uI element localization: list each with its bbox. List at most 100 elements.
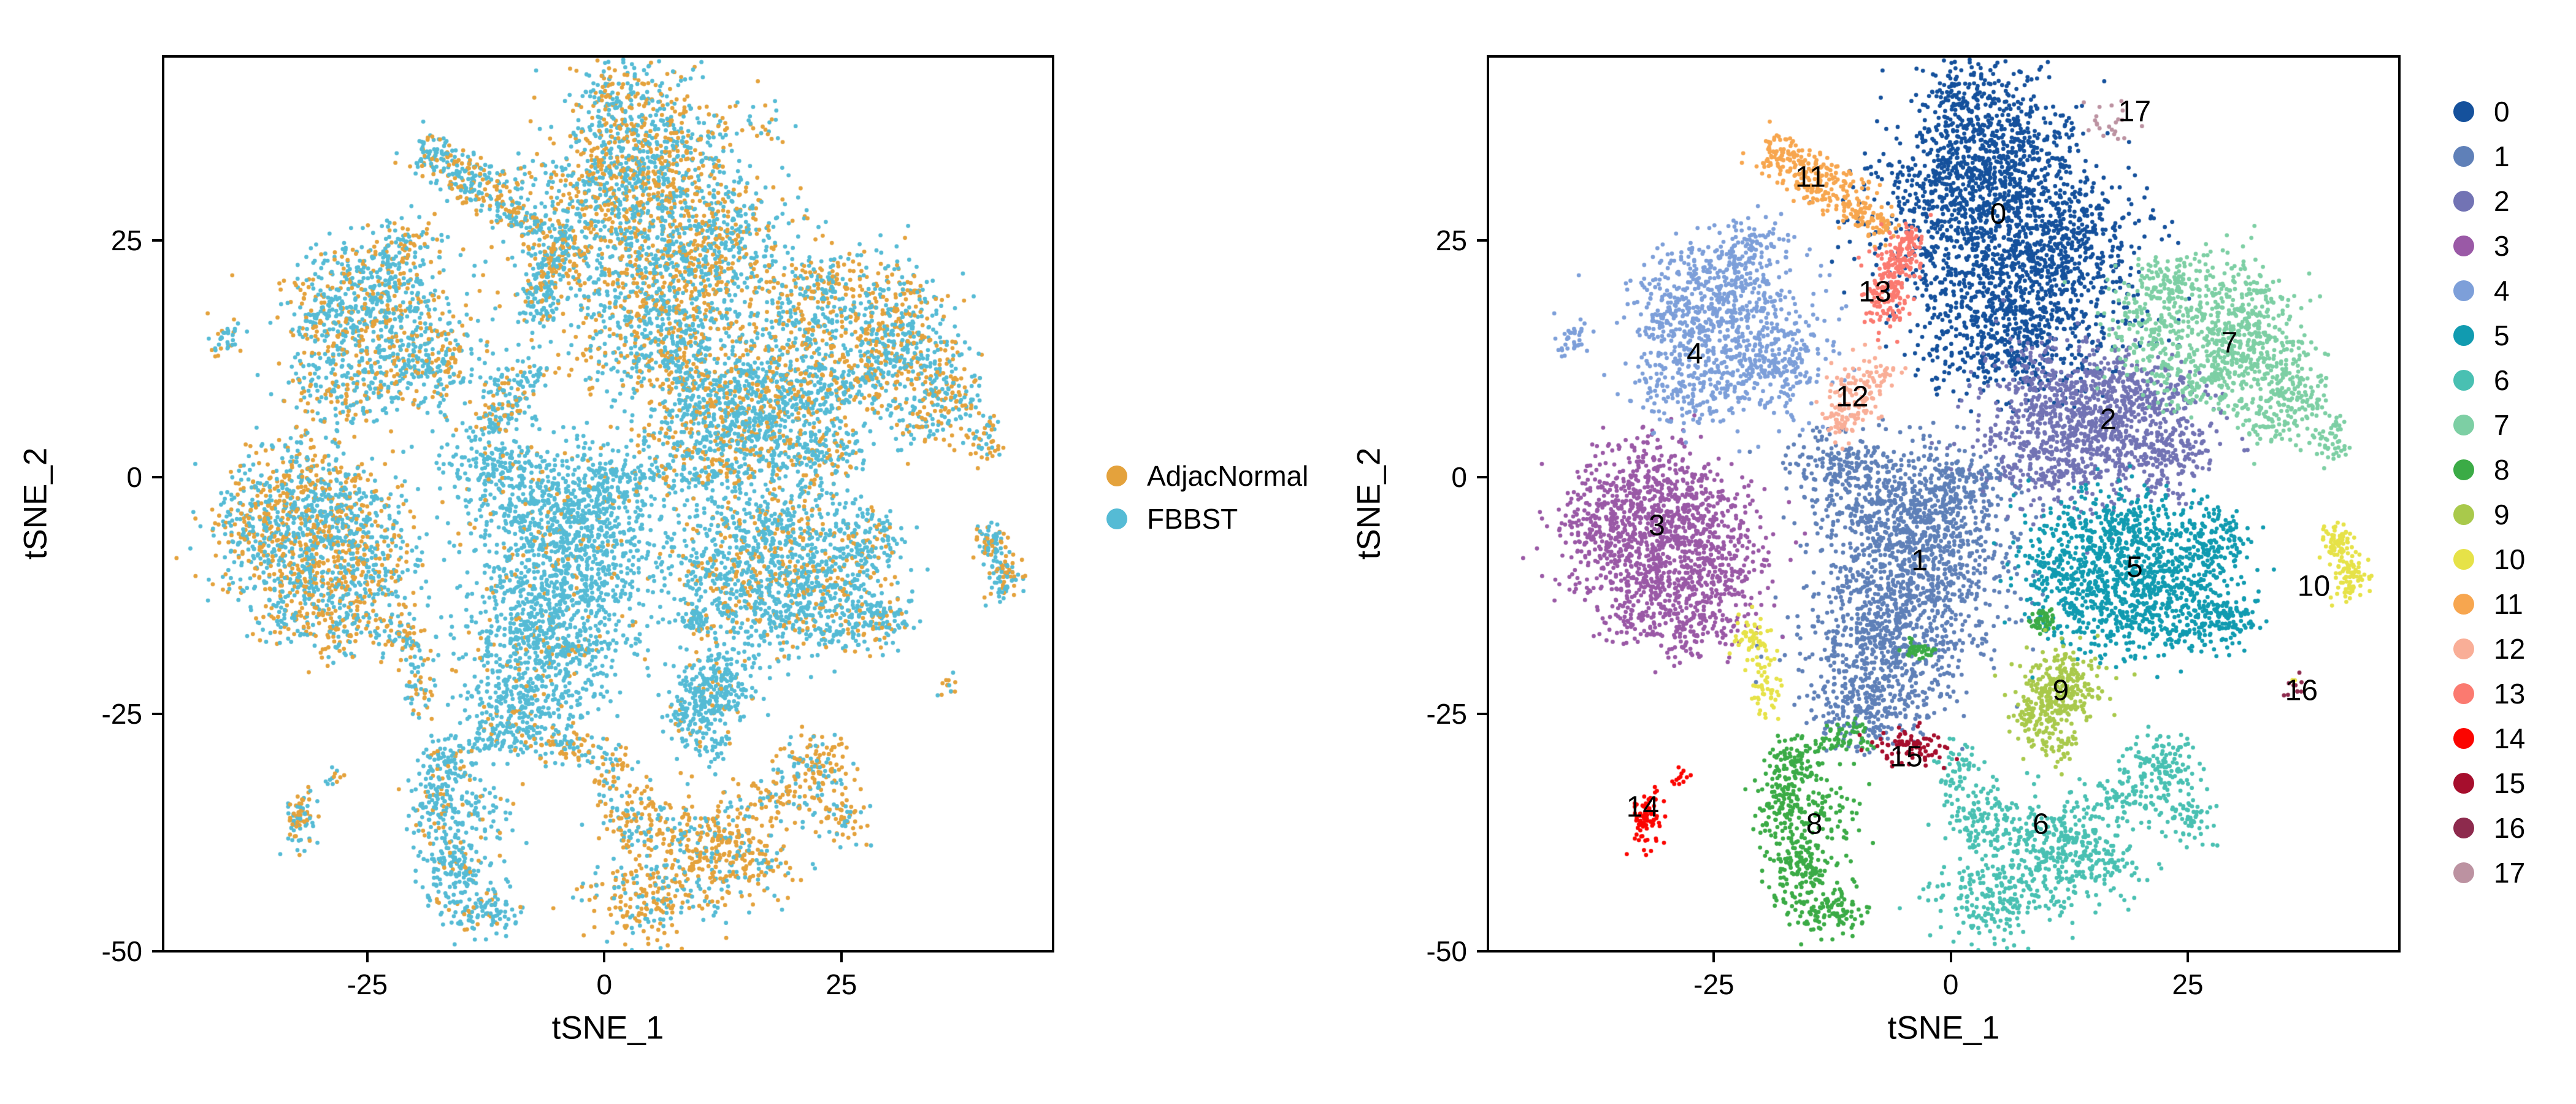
y-axis-title-sample-panel: tSNE_2 bbox=[17, 447, 54, 560]
y-axis-tick-label: -25 bbox=[1426, 698, 1467, 730]
cluster-legend-item-17: 17 bbox=[2453, 856, 2525, 889]
x-axis-tick bbox=[2186, 950, 2189, 962]
cluster-legend-item-1: 1 bbox=[2453, 140, 2510, 173]
legend-label: 3 bbox=[2494, 230, 2510, 262]
legend-label: 0 bbox=[2494, 96, 2510, 128]
y-axis-tick bbox=[1477, 949, 1489, 953]
legend-dot-icon bbox=[2453, 191, 2474, 212]
x-axis-tick bbox=[1712, 950, 1715, 962]
y-axis-tick-label: -25 bbox=[101, 698, 142, 730]
cluster-legend-item-7: 7 bbox=[2453, 408, 2510, 442]
cluster-label-17: 17 bbox=[2118, 95, 2152, 128]
legend-label: FBBST bbox=[1147, 503, 1238, 535]
legend-label: 13 bbox=[2494, 678, 2526, 710]
x-axis-tick bbox=[603, 950, 606, 962]
cluster-legend-item-12: 12 bbox=[2453, 632, 2525, 665]
legend-dot-icon bbox=[2453, 773, 2474, 794]
tsne-by-sample-canvas bbox=[164, 58, 1052, 950]
sample-legend-item-FBBST: FBBST bbox=[1106, 502, 1238, 535]
cluster-label-6: 6 bbox=[2033, 808, 2049, 841]
cluster-legend-item-14: 14 bbox=[2453, 722, 2525, 755]
legend-dot-icon bbox=[2453, 236, 2474, 256]
legend-label: 5 bbox=[2494, 320, 2510, 351]
cluster-label-5: 5 bbox=[2126, 551, 2143, 584]
cluster-legend-item-3: 3 bbox=[2453, 229, 2510, 263]
legend-label: 15 bbox=[2494, 767, 2526, 799]
y-axis-tick bbox=[1477, 713, 1489, 716]
x-axis-tick-label: -25 bbox=[1693, 968, 1735, 1000]
legend-dot-icon bbox=[2453, 862, 2474, 883]
legend-dot-icon bbox=[1106, 466, 1127, 486]
x-axis-tick-label: -25 bbox=[347, 968, 388, 1000]
cluster-legend-item-11: 11 bbox=[2453, 588, 2523, 621]
cluster-label-3: 3 bbox=[1649, 509, 1665, 542]
legend-label: 11 bbox=[2494, 588, 2523, 620]
y-axis-tick-label: -50 bbox=[101, 935, 142, 967]
cluster-label-16: 16 bbox=[2285, 674, 2318, 707]
legend-dot-icon bbox=[2453, 101, 2474, 122]
cluster-legend-item-9: 9 bbox=[2453, 498, 2510, 531]
x-axis-title-sample-panel: tSNE_1 bbox=[551, 1010, 664, 1046]
legend-dot-icon bbox=[2453, 370, 2474, 391]
y-axis-tick-label: 25 bbox=[1435, 224, 1467, 257]
x-axis-tick-label: 25 bbox=[826, 968, 857, 1000]
sample-legend-item-AdjacNormal: AdjacNormal bbox=[1106, 459, 1308, 493]
x-axis-tick bbox=[366, 950, 369, 962]
cluster-label-10: 10 bbox=[2297, 570, 2331, 603]
x-axis-tick-label: 25 bbox=[2172, 968, 2204, 1000]
cluster-legend-item-13: 13 bbox=[2453, 677, 2525, 710]
legend-dot-icon bbox=[2453, 683, 2474, 704]
y-axis-tick bbox=[1477, 239, 1489, 242]
y-axis-tick-label: 0 bbox=[1451, 461, 1467, 494]
cluster-label-15: 15 bbox=[1890, 740, 1923, 773]
legend-label: 14 bbox=[2494, 723, 2526, 754]
y-axis-tick bbox=[152, 713, 164, 716]
legend-dot-icon bbox=[2453, 325, 2474, 346]
legend-label: 10 bbox=[2494, 543, 2526, 575]
y-axis-tick bbox=[152, 949, 164, 953]
x-axis-tick bbox=[840, 950, 843, 962]
legend-label: 17 bbox=[2494, 857, 2526, 889]
legend-dot-icon bbox=[2453, 549, 2474, 570]
x-axis-tick bbox=[1949, 950, 1952, 962]
legend-label: 7 bbox=[2494, 409, 2510, 441]
cluster-legend-item-6: 6 bbox=[2453, 364, 2510, 397]
cluster-label-14: 14 bbox=[1626, 791, 1660, 824]
legend-dot-icon bbox=[2453, 146, 2474, 167]
y-axis-tick bbox=[152, 239, 164, 242]
cluster-legend-item-0: 0 bbox=[2453, 95, 2510, 128]
legend-label: 16 bbox=[2494, 812, 2526, 844]
legend-dot-icon bbox=[2453, 818, 2474, 838]
tsne-by-cluster-canvas bbox=[1489, 58, 2398, 950]
cluster-label-8: 8 bbox=[1806, 808, 1823, 841]
legend-label: 4 bbox=[2494, 275, 2510, 307]
legend-label: 2 bbox=[2494, 185, 2510, 217]
legend-dot-icon bbox=[1106, 508, 1127, 529]
legend-label: 8 bbox=[2494, 454, 2510, 486]
legend-dot-icon bbox=[2453, 594, 2474, 615]
cluster-label-9: 9 bbox=[2052, 674, 2069, 707]
y-axis-tick-label: 0 bbox=[126, 461, 142, 494]
cluster-label-11: 11 bbox=[1795, 161, 1826, 194]
cluster-label-12: 12 bbox=[1836, 380, 1869, 413]
legend-dot-icon bbox=[2453, 415, 2474, 435]
legend-dot-icon bbox=[2453, 728, 2474, 749]
legend-label: 6 bbox=[2494, 364, 2510, 396]
cluster-label-1: 1 bbox=[1911, 544, 1928, 577]
legend-dot-icon bbox=[2453, 638, 2474, 659]
cluster-label-2: 2 bbox=[2099, 403, 2117, 436]
cluster-legend-item-5: 5 bbox=[2453, 319, 2510, 352]
legend-label: 1 bbox=[2494, 140, 2510, 172]
y-axis-tick bbox=[1477, 476, 1489, 479]
y-axis-tick bbox=[152, 476, 164, 479]
y-axis-tick-label: -50 bbox=[1426, 935, 1467, 967]
x-axis-tick-label: 0 bbox=[1942, 968, 1959, 1000]
legend-label: 9 bbox=[2494, 499, 2510, 531]
legend-label: AdjacNormal bbox=[1147, 460, 1309, 492]
y-axis-tick-label: 25 bbox=[110, 224, 142, 257]
cluster-label-13: 13 bbox=[1858, 275, 1892, 308]
x-axis-tick-label: 0 bbox=[596, 968, 613, 1000]
cluster-legend-item-2: 2 bbox=[2453, 185, 2510, 218]
x-axis-title-cluster-panel: tSNE_1 bbox=[1887, 1010, 2000, 1046]
